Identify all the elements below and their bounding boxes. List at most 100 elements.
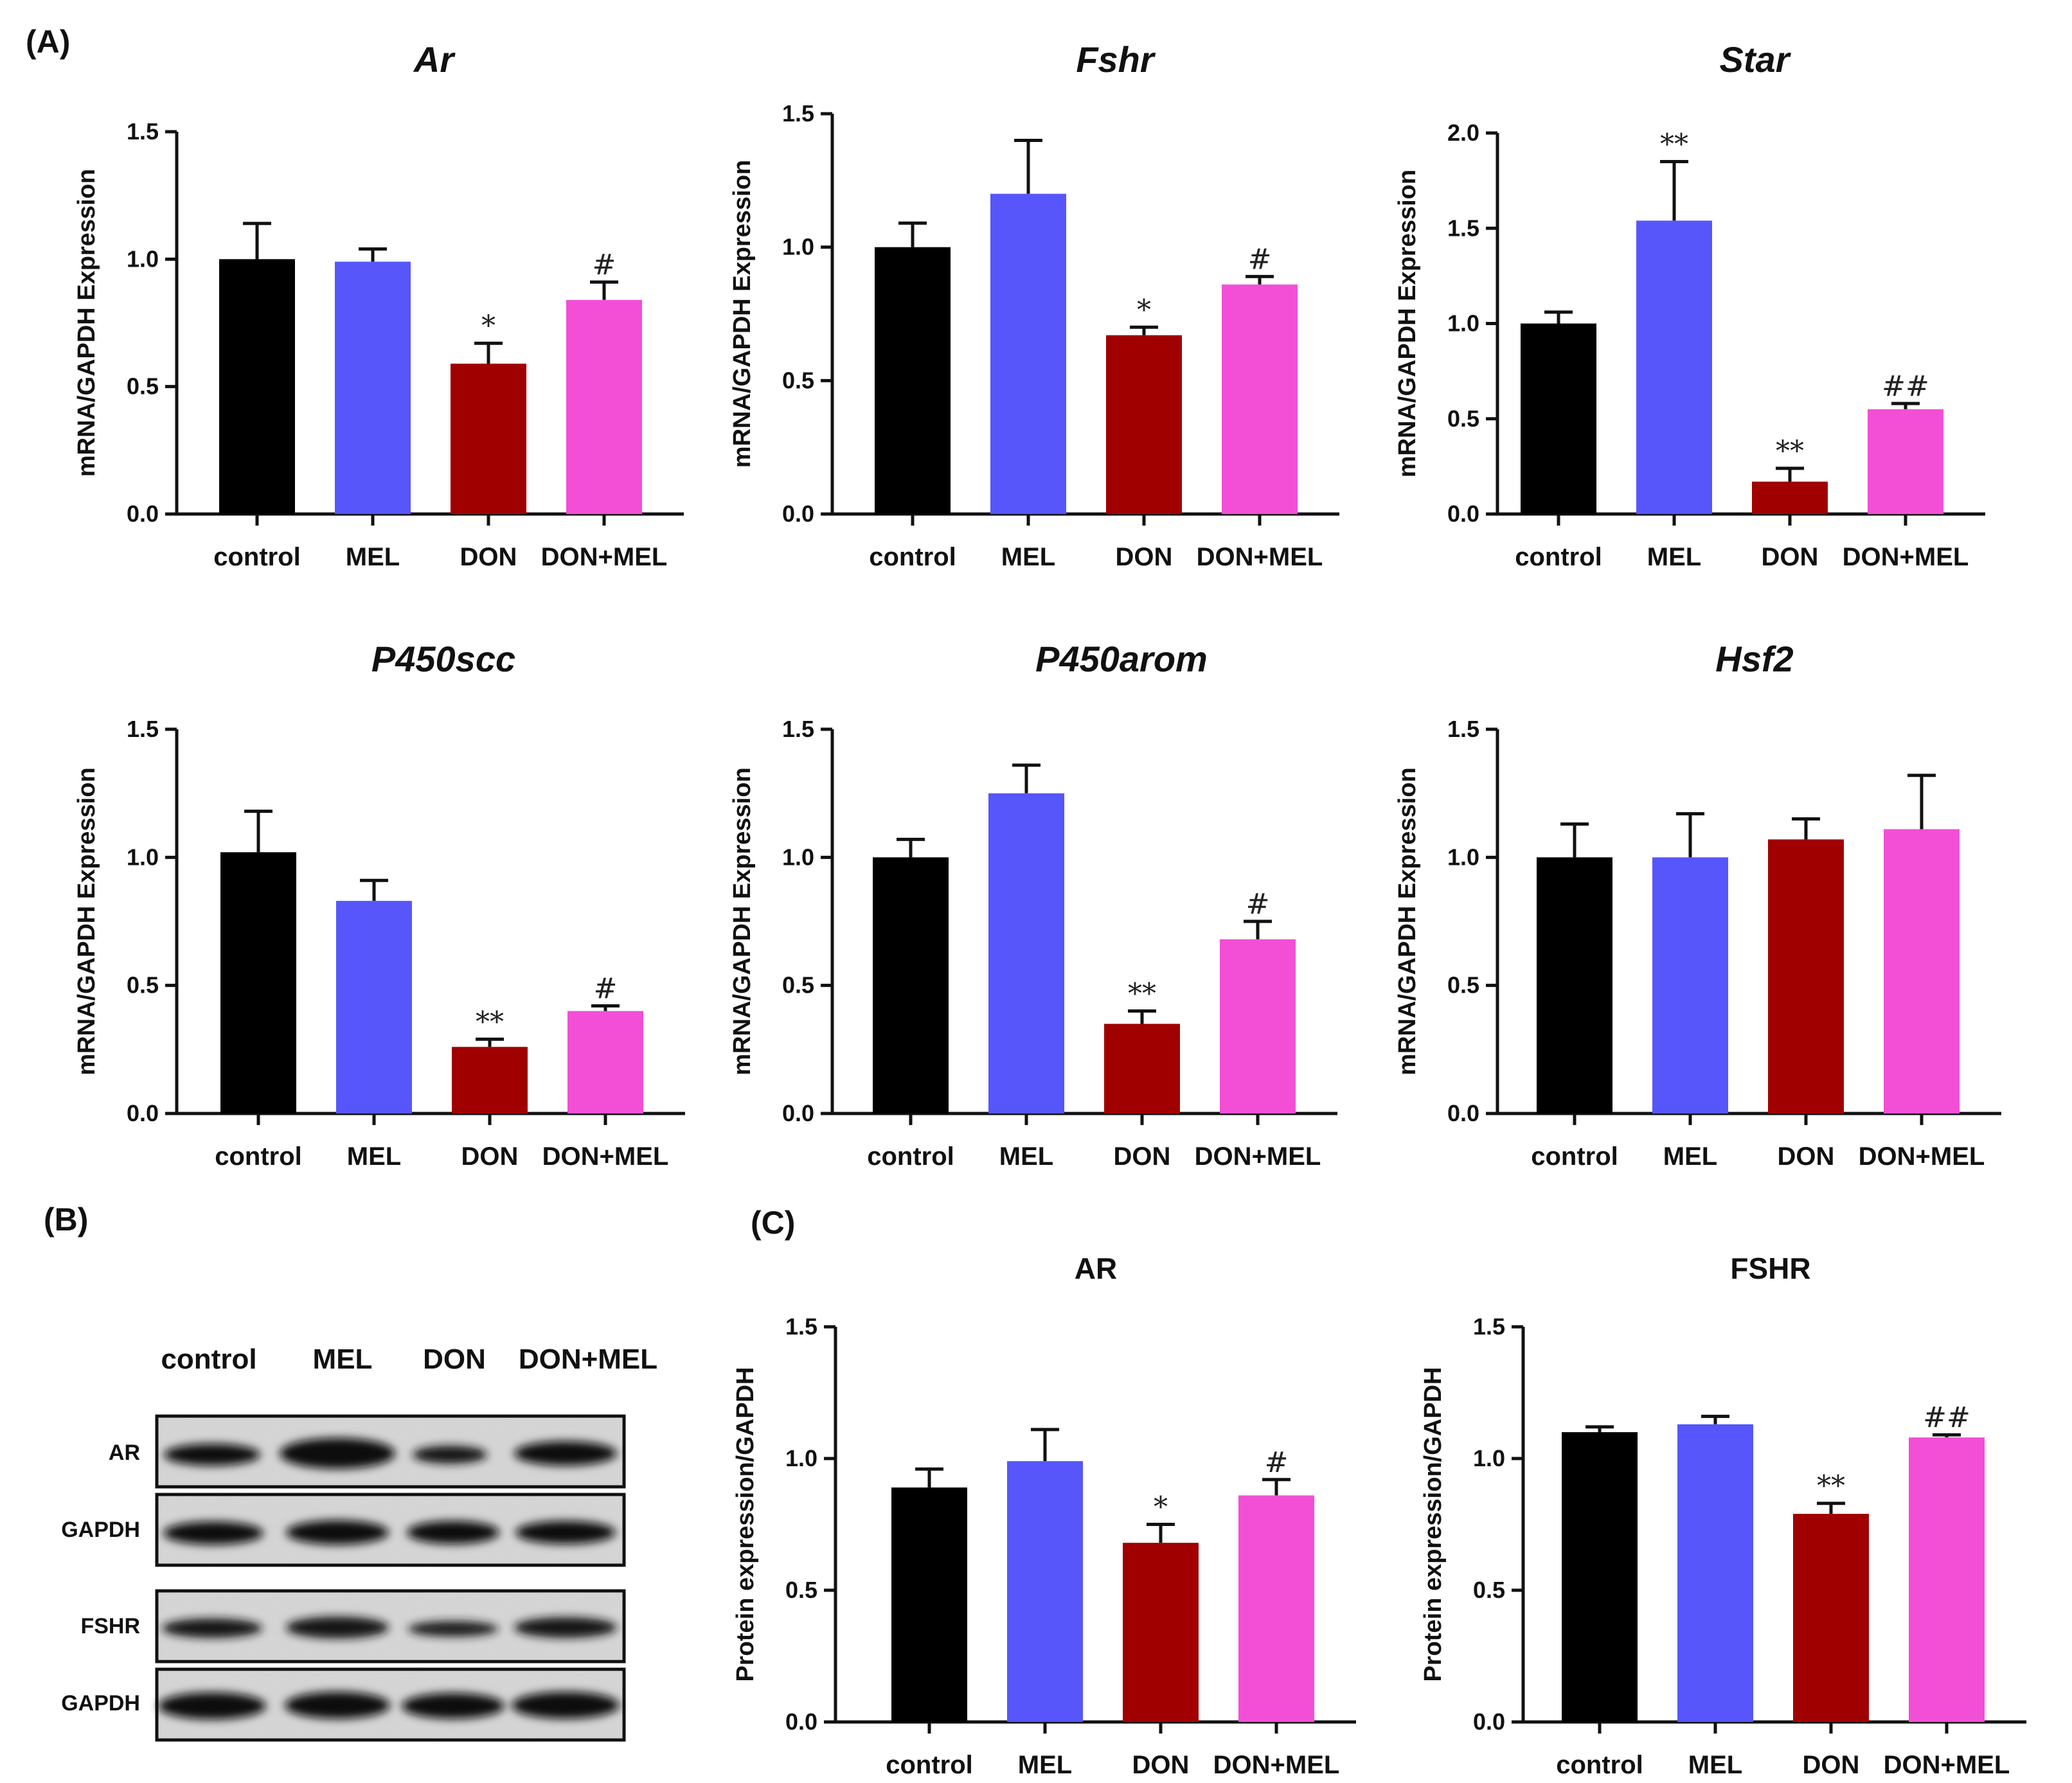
bar-control [1521,323,1596,514]
y-tick-label: 1.0 [127,245,159,272]
bar-control [1537,857,1612,1113]
bar-don-mel [1220,939,1296,1113]
y-tick-label: 2.0 [1447,120,1479,146]
y-tick-label: 0.5 [782,972,814,998]
significance-mark: ## [1882,370,1929,403]
x-tick-label: DON [1116,543,1173,571]
y-tick-label: 1.5 [782,716,814,742]
blot-band [164,1444,260,1466]
bar-control [891,1487,967,1722]
significance-mark: # [1248,243,1272,276]
x-tick-label: DON+MEL [1195,1142,1321,1171]
x-tick-label: control [1515,543,1602,571]
y-tick-label: 0.5 [785,1577,817,1603]
y-tick-label: 1.5 [782,100,814,127]
bar-mel [1636,220,1712,514]
blot-band [515,1521,616,1544]
chart-ar: AR Protein expression/GAPDH 0.0 0.5 1.0 1.5 co… [732,1252,1356,1779]
y-tick-label: 1.0 [1447,844,1479,870]
y-tick-label: 1.5 [785,1313,817,1340]
y-tick-label: 0.0 [127,1100,159,1126]
x-tick-label: control [215,1142,302,1171]
x-tick-label: MEL [346,543,400,571]
bar-don [451,363,526,514]
bar-don [1768,839,1844,1113]
y-tick-label: 0.0 [1447,1100,1479,1126]
blot-lane-label: DON [423,1344,486,1375]
bar-control [1562,1432,1638,1722]
blot-lane-label: MEL [313,1344,373,1375]
x-tick-label: DON+MEL [541,543,668,571]
blot-band [163,1521,263,1545]
x-tick-label: control [1556,1751,1643,1779]
y-axis-label: mRNA/GAPDH Expression [729,160,756,468]
y-tick-label: 1.0 [782,234,814,260]
y-tick-label: 1.5 [1447,716,1479,742]
chart-title: Hsf2 [1715,639,1793,679]
panel-label-b: (B) [44,1202,88,1237]
blot-lane-label: control [161,1344,256,1375]
bar-charts: Ar mRNA/GAPDH Expression 0.0 0.5 1.0 1.5 contr… [73,39,2026,1779]
significance-mark: # [593,249,616,281]
x-tick-label: MEL [1018,1751,1072,1779]
bar-don [1793,1514,1869,1722]
y-tick-label: 1.0 [1447,310,1479,337]
y-axis-label: mRNA/GAPDH Expression [729,767,756,1075]
bar-mel [990,193,1066,514]
x-tick-label: DON+MEL [542,1142,669,1171]
y-axis-label: Protein expression/GAPDH [732,1367,759,1682]
bar-control [219,259,295,514]
y-tick-label: 0.0 [127,501,159,527]
x-tick-label: DON+MEL [1859,1142,1985,1171]
x-tick-label: DON+MEL [1197,543,1323,571]
panel-label-c: (C) [751,1205,795,1241]
y-axis-label: mRNA/GAPDH Expression [73,169,100,477]
x-tick-label: DON [460,543,517,571]
bar-don [1106,335,1182,514]
y-axis-label: mRNA/GAPDH Expression [73,767,100,1075]
x-tick-label: control [869,543,956,571]
y-tick-label: 0.5 [1447,972,1479,998]
chart-star: Star mRNA/GAPDH Expression 0.0 0.5 1.0 1.5 2.0… [1394,39,1985,571]
significance-mark: ** [1660,128,1688,161]
chart-fshr: FSHR Protein expression/GAPDH 0.0 0.5 1.0 1.5… [1420,1252,2026,1779]
x-tick-label: DON [1778,1142,1835,1171]
significance-mark: # [1265,1446,1289,1479]
chart-title: P450scc [371,639,515,679]
bar-control [220,852,296,1113]
y-tick-label: 1.0 [127,844,159,870]
y-tick-label: 1.5 [127,118,159,145]
bar-don [452,1047,528,1113]
bar-mel [1677,1424,1753,1722]
bar-don-mel [1222,284,1298,514]
blot-strip-gapdh-1 [155,1493,626,1567]
x-tick-label: DON [461,1142,519,1171]
chart-title: Fshr [1076,39,1156,80]
bar-control [873,857,949,1113]
blot-row-label: AR [109,1441,140,1465]
bar-don [1123,1543,1199,1722]
x-tick-label: DON [1132,1751,1190,1779]
y-tick-label: 0.0 [1473,1708,1505,1735]
bar-don-mel [1909,1437,1985,1722]
bar-mel [335,262,411,514]
blot-row-label: GAPDH [61,1518,140,1542]
significance-mark: # [1246,888,1270,921]
western-blot: control MEL DON DON+MEL AR GAPDH FSHR GA… [61,1344,657,1742]
y-tick-label: 1.0 [782,844,814,870]
chart-hsf2: Hsf2 mRNA/GAPDH Expression 0.0 0.5 1.0 1.5 con… [1394,639,2001,1171]
x-tick-label: DON [1803,1751,1860,1779]
significance-mark: * [1154,1491,1168,1524]
x-tick-label: MEL [1688,1751,1742,1779]
y-tick-label: 0.5 [127,972,159,998]
blot-band [407,1521,499,1544]
y-tick-label: 1.0 [1473,1445,1505,1471]
blot-band [514,1441,617,1466]
significance-mark: ** [1817,1470,1845,1503]
y-tick-label: 0.0 [782,501,814,527]
bar-don-mel [1238,1495,1314,1722]
significance-mark: ** [1776,435,1804,468]
y-tick-label: 0.0 [782,1100,814,1126]
bar-mel [1007,1461,1083,1722]
